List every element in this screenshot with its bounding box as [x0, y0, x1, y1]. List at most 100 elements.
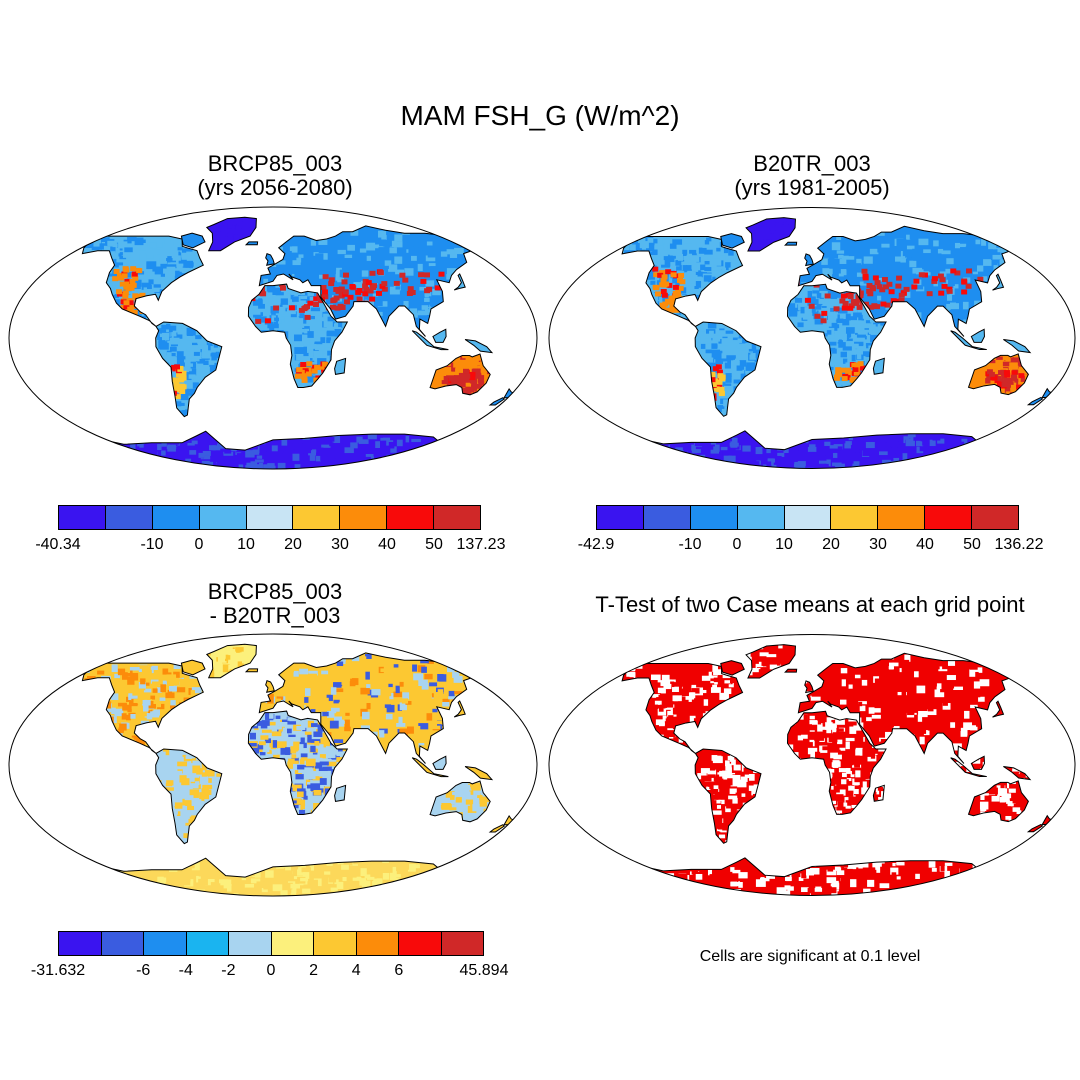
map-difference — [8, 633, 538, 897]
coastline — [967, 780, 1029, 823]
colorbar-swatch — [199, 506, 247, 529]
coastline — [265, 252, 275, 266]
coastline — [797, 225, 1014, 337]
colorbar-tick-label: 45.894 — [459, 962, 509, 979]
colorbar-tick-label: 40 — [378, 536, 396, 553]
map-historical-absolute — [548, 206, 1076, 470]
coastline — [453, 273, 466, 291]
coastline — [992, 700, 1005, 718]
coastline — [1003, 339, 1032, 354]
coastline — [334, 784, 347, 802]
coastline — [464, 339, 494, 354]
colorbar-swatch — [144, 932, 187, 955]
colorbar-tick-label: -40.34 — [35, 536, 81, 553]
panel-3-title-line1: BRCP85_003 — [207, 579, 343, 604]
coastline — [784, 668, 798, 673]
coastline — [411, 330, 449, 351]
coastline — [872, 784, 885, 802]
coastline — [694, 321, 762, 417]
colorbar-tick-label: 0 — [194, 536, 204, 553]
coastline — [720, 233, 745, 249]
coastline — [745, 217, 796, 252]
coastline — [1026, 823, 1044, 833]
coastline — [488, 397, 506, 406]
colorbar-swatch — [441, 932, 483, 955]
colorbar-tick-label: 2 — [309, 962, 319, 979]
coastline — [180, 659, 206, 676]
colorbar-swatch — [59, 506, 106, 529]
colorbar-swatch — [105, 506, 153, 529]
coastline — [244, 668, 259, 673]
coastline — [488, 824, 506, 833]
landmass-japan — [992, 701, 1004, 718]
landmass-nz2 — [1028, 397, 1043, 405]
colorbar-swatch — [271, 932, 314, 955]
colorbar-swatch — [387, 506, 435, 529]
coastline — [334, 357, 347, 375]
coastline — [745, 644, 796, 679]
coastline — [950, 757, 987, 778]
colorbar-future: -40.34 -10 0 10 20 30 40 50 137.23 — [35, 505, 505, 565]
coastline — [205, 216, 257, 252]
colorbar-tick-label: 6 — [394, 962, 404, 979]
colorbar-swatch — [340, 506, 388, 529]
panel-2-title: B20TR_003 (yrs 1981-2005) — [612, 152, 1012, 200]
colorbar-swatch — [690, 506, 738, 529]
colorbar-swatch — [784, 506, 832, 529]
colorbar-swatch — [925, 506, 973, 529]
colorbar-swatch — [229, 932, 272, 955]
landmass-japan — [992, 274, 1004, 291]
landmass-nz — [1042, 388, 1053, 398]
colorbar-boxes — [58, 931, 484, 956]
colorbar-tick-label: 10 — [775, 536, 793, 553]
map-border — [8, 633, 538, 897]
colorbar-tick-label: 4 — [351, 962, 361, 979]
panel-2-title-line2: (yrs 1981-2005) — [734, 175, 890, 200]
colorbar-tick-label: 30 — [331, 536, 349, 553]
landmass-nz2 — [490, 397, 505, 405]
colorbar-tick-label: 10 — [237, 536, 255, 553]
map-ttest-significance — [548, 633, 1076, 897]
coastline — [950, 330, 987, 351]
colorbar-tick-label: 20 — [822, 536, 840, 553]
coastline — [432, 328, 447, 343]
panel-4-title: T-Test of two Case means at each grid po… — [595, 592, 1025, 617]
colorbar-swatch — [186, 932, 229, 955]
colorbar-difference: -31.632 -6 -4 -2 0 2 4 6 45.894 — [31, 931, 508, 991]
coastline — [970, 755, 985, 770]
colorbar-swatch — [59, 932, 102, 955]
colorbar-tick-label: -31.632 — [30, 962, 86, 979]
colorbar-swatch — [597, 506, 644, 529]
coastline — [694, 748, 762, 844]
colorbar-tick-label: 0 — [266, 962, 276, 979]
coastline — [432, 755, 447, 770]
landmass-nz — [1042, 815, 1053, 825]
coastline — [992, 273, 1005, 291]
landmass-japan — [454, 274, 466, 290]
significance-note: Cells are significant at 0.1 level — [699, 948, 921, 965]
colorbar-historical: -42.9 -10 0 10 20 30 40 50 136.22 — [578, 505, 1043, 565]
coastline — [81, 662, 204, 754]
landmass-baffin — [181, 660, 205, 675]
colorbar-tick-label: 50 — [425, 536, 443, 553]
landmass-japan — [454, 701, 466, 717]
colorbar-tick-label: 50 — [963, 536, 981, 553]
map-border — [548, 206, 1076, 470]
coastline — [155, 321, 223, 418]
colorbar-swatch — [356, 932, 399, 955]
colorbar-swatch — [246, 506, 294, 529]
coastline — [258, 652, 476, 764]
coastline — [81, 235, 204, 327]
landmass-nz2 — [490, 824, 505, 832]
panel-1-title-line1: BRCP85_003 — [207, 151, 343, 176]
coastline — [1003, 766, 1032, 781]
landmass-nz2 — [1028, 824, 1043, 832]
landmass-nz — [504, 388, 515, 398]
colorbar-swatch — [434, 506, 481, 529]
coastline — [970, 328, 985, 343]
coastline — [804, 680, 814, 694]
colorbar-swatch — [101, 932, 144, 955]
colorbar-swatch — [314, 932, 357, 955]
colorbar-tick-label: 136.22 — [994, 536, 1044, 553]
figure-title: MAM FSH_G (W/m^2) — [400, 100, 680, 131]
